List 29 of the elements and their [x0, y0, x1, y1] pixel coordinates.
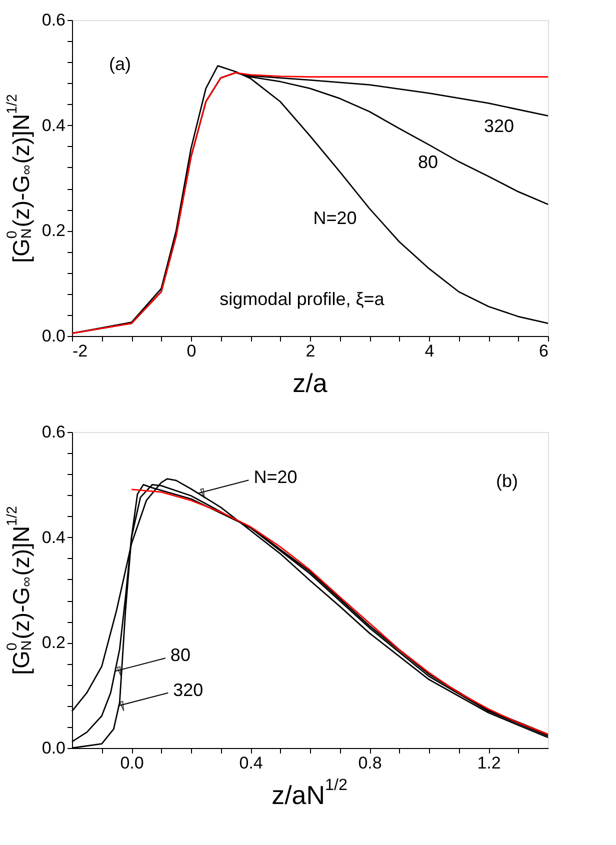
annotation: 320 — [173, 680, 204, 700]
x-tick-label: 1.2 — [477, 754, 501, 772]
x-tick-label: 4 — [424, 342, 434, 360]
x-tick-label: 2 — [306, 342, 316, 360]
y-tick-label: 0.4 — [42, 528, 66, 547]
y-tick-label: 0.4 — [42, 116, 66, 135]
x-tick-label: -2 — [72, 342, 88, 360]
x-axis-title: z/a — [292, 368, 328, 398]
annotation: 80 — [418, 152, 438, 172]
annotation: 320 — [484, 116, 514, 136]
annotation: (a) — [109, 54, 131, 74]
y-tick-label: 0.6 — [42, 10, 66, 30]
annotation: (b) — [496, 471, 518, 491]
y-tick-label: 0.6 — [42, 422, 66, 442]
y-tick-label: 0.0 — [42, 738, 66, 758]
annotation: N=20 — [313, 208, 357, 228]
x-tick-label: 0.4 — [239, 754, 263, 772]
y-tick-label: 0.2 — [42, 633, 66, 652]
y-tick-label: 0.0 — [42, 326, 66, 346]
annotation: sigmodal profile, ξ=a — [220, 289, 386, 309]
annotation: 80 — [170, 645, 190, 666]
y-axis-title: [G0N(z)-G∞(z)]N1/2 — [4, 94, 36, 263]
annotation: N=20 — [254, 467, 298, 488]
x-tick-label: 0.8 — [358, 754, 382, 772]
x-tick-label: 0 — [186, 342, 196, 360]
x-tick-label: 0.0 — [120, 754, 144, 772]
y-tick-label: 0.2 — [42, 221, 66, 240]
y-axis-title: [G0N(z)-G∞(z)]N1/2 — [4, 506, 36, 675]
x-tick-label: 6 — [539, 342, 548, 360]
